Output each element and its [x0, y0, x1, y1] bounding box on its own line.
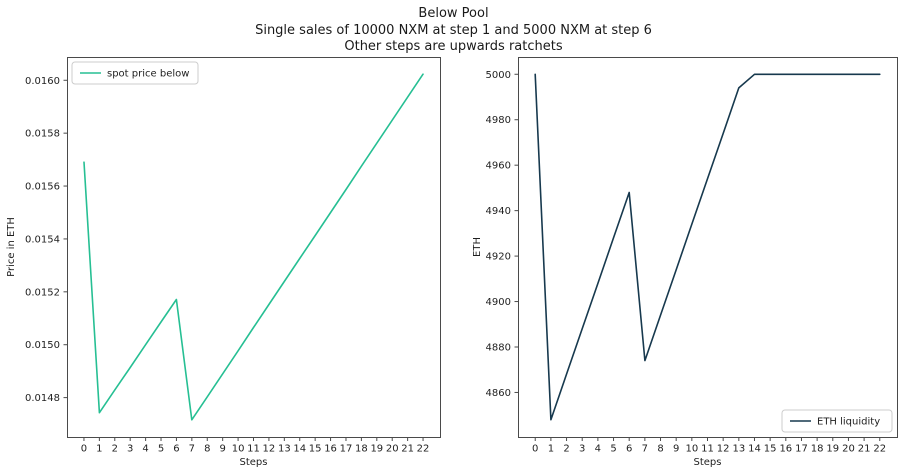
- eth-liquidity-chart: 0 1 2 3 4 5 6 7 8 9 10 11 12 13 14 15 16 17 18 19 20 21 224860…: [472, 57, 898, 468]
- x-tick-label: 4: [595, 444, 601, 455]
- x-tick-label: 8: [204, 444, 210, 455]
- x-tick-label: 18: [355, 444, 368, 455]
- y-tick-label: 4940: [486, 206, 511, 217]
- figure-title-line-1: Below Pool: [418, 6, 489, 21]
- y-tick-label: 0.0158: [25, 129, 60, 140]
- y-tick-label: 4860: [486, 388, 511, 399]
- x-tick-label: 2: [112, 444, 118, 455]
- y-tick-label: 0.0152: [25, 287, 60, 298]
- y-tick-label: 5000: [486, 70, 511, 81]
- x-tick-label: 17: [340, 444, 353, 455]
- x-tick-label: 10: [232, 444, 245, 455]
- x-tick-label: 19: [370, 444, 383, 455]
- spot-price-chart-xlabel: Steps: [240, 457, 268, 468]
- x-tick-label: 3: [579, 444, 585, 455]
- y-tick-label: 4920: [486, 252, 511, 263]
- x-tick-label: 7: [189, 444, 195, 455]
- x-tick-label: 20: [842, 444, 855, 455]
- x-tick-label: 6: [173, 444, 179, 455]
- x-tick-label: 15: [309, 444, 322, 455]
- x-tick-label: 9: [219, 444, 225, 455]
- eth-liquidity-chart-plot-border: [518, 57, 898, 438]
- x-tick-label: 0: [532, 444, 538, 455]
- figure-title: Below Pool Single sales of 10000 NXM at …: [0, 6, 907, 56]
- x-tick-label: 21: [401, 444, 414, 455]
- spot-price-chart: 0 1 2 3 4 5 6 7 8 9 10 11 12 13 14 15 16 17 18 19 20 21 220.01…: [6, 57, 441, 468]
- x-tick-label: 9: [673, 444, 679, 455]
- x-tick-label: 5: [610, 444, 616, 455]
- x-tick-label: 16: [324, 444, 337, 455]
- y-tick-label: 0.0150: [25, 340, 60, 351]
- x-tick-label: 0: [81, 444, 87, 455]
- y-tick-label: 4980: [486, 115, 511, 126]
- x-tick-label: 8: [657, 444, 663, 455]
- x-tick-label: 11: [701, 444, 714, 455]
- y-tick-label: 0.0160: [25, 76, 60, 87]
- eth-liquidity-chart-xlabel: Steps: [694, 457, 722, 468]
- figure-title-line-2: Single sales of 10000 NXM at step 1 and …: [255, 22, 652, 38]
- x-tick-label: 16: [779, 444, 792, 455]
- x-tick-label: 6: [626, 444, 632, 455]
- x-tick-label: 4: [142, 444, 148, 455]
- x-tick-label: 15: [764, 444, 777, 455]
- figure-title-line-3: Other steps are upwards ratchets: [344, 39, 563, 54]
- eth-liquidity-chart-ylabel: ETH: [472, 237, 483, 257]
- eth-liquidity-chart-legend-label: ETH liquidity: [817, 417, 880, 428]
- y-tick-label: 4880: [486, 343, 511, 354]
- eth-liquidity-chart-legend-box: [781, 409, 893, 433]
- x-tick-label: 17: [795, 444, 808, 455]
- x-tick-label: 19: [826, 444, 839, 455]
- x-tick-label: 3: [127, 444, 133, 455]
- x-tick-label: 22: [873, 444, 886, 455]
- x-tick-label: 13: [732, 444, 745, 455]
- x-tick-label: 1: [96, 444, 102, 455]
- x-tick-label: 11: [247, 444, 260, 455]
- x-tick-label: 20: [386, 444, 399, 455]
- spot-price-chart-ylabel: Price in ETH: [6, 217, 17, 277]
- spot-price-chart-legend-box: [71, 61, 199, 85]
- x-tick-label: 14: [748, 444, 761, 455]
- y-tick-label: 0.0148: [25, 393, 60, 404]
- x-tick-label: 13: [278, 444, 291, 455]
- x-tick-label: 10: [685, 444, 698, 455]
- y-tick-label: 0.0156: [25, 182, 60, 193]
- x-tick-label: 12: [717, 444, 730, 455]
- x-tick-label: 21: [858, 444, 871, 455]
- x-tick-label: 2: [563, 444, 569, 455]
- spot-price-chart-legend-label: spot price below: [107, 69, 189, 80]
- y-tick-label: 0.0154: [25, 234, 60, 245]
- x-tick-label: 1: [548, 444, 554, 455]
- x-tick-label: 18: [811, 444, 824, 455]
- x-tick-label: 22: [417, 444, 430, 455]
- x-tick-label: 12: [263, 444, 276, 455]
- x-tick-label: 14: [293, 444, 306, 455]
- x-tick-label: 5: [158, 444, 164, 455]
- y-tick-label: 4900: [486, 297, 511, 308]
- spot-price-chart-line: [83, 73, 424, 421]
- spot-price-chart-plot-border: [67, 57, 441, 438]
- x-tick-label: 7: [642, 444, 648, 455]
- eth-liquidity-chart-line: [534, 73, 881, 421]
- y-tick-label: 4960: [486, 161, 511, 172]
